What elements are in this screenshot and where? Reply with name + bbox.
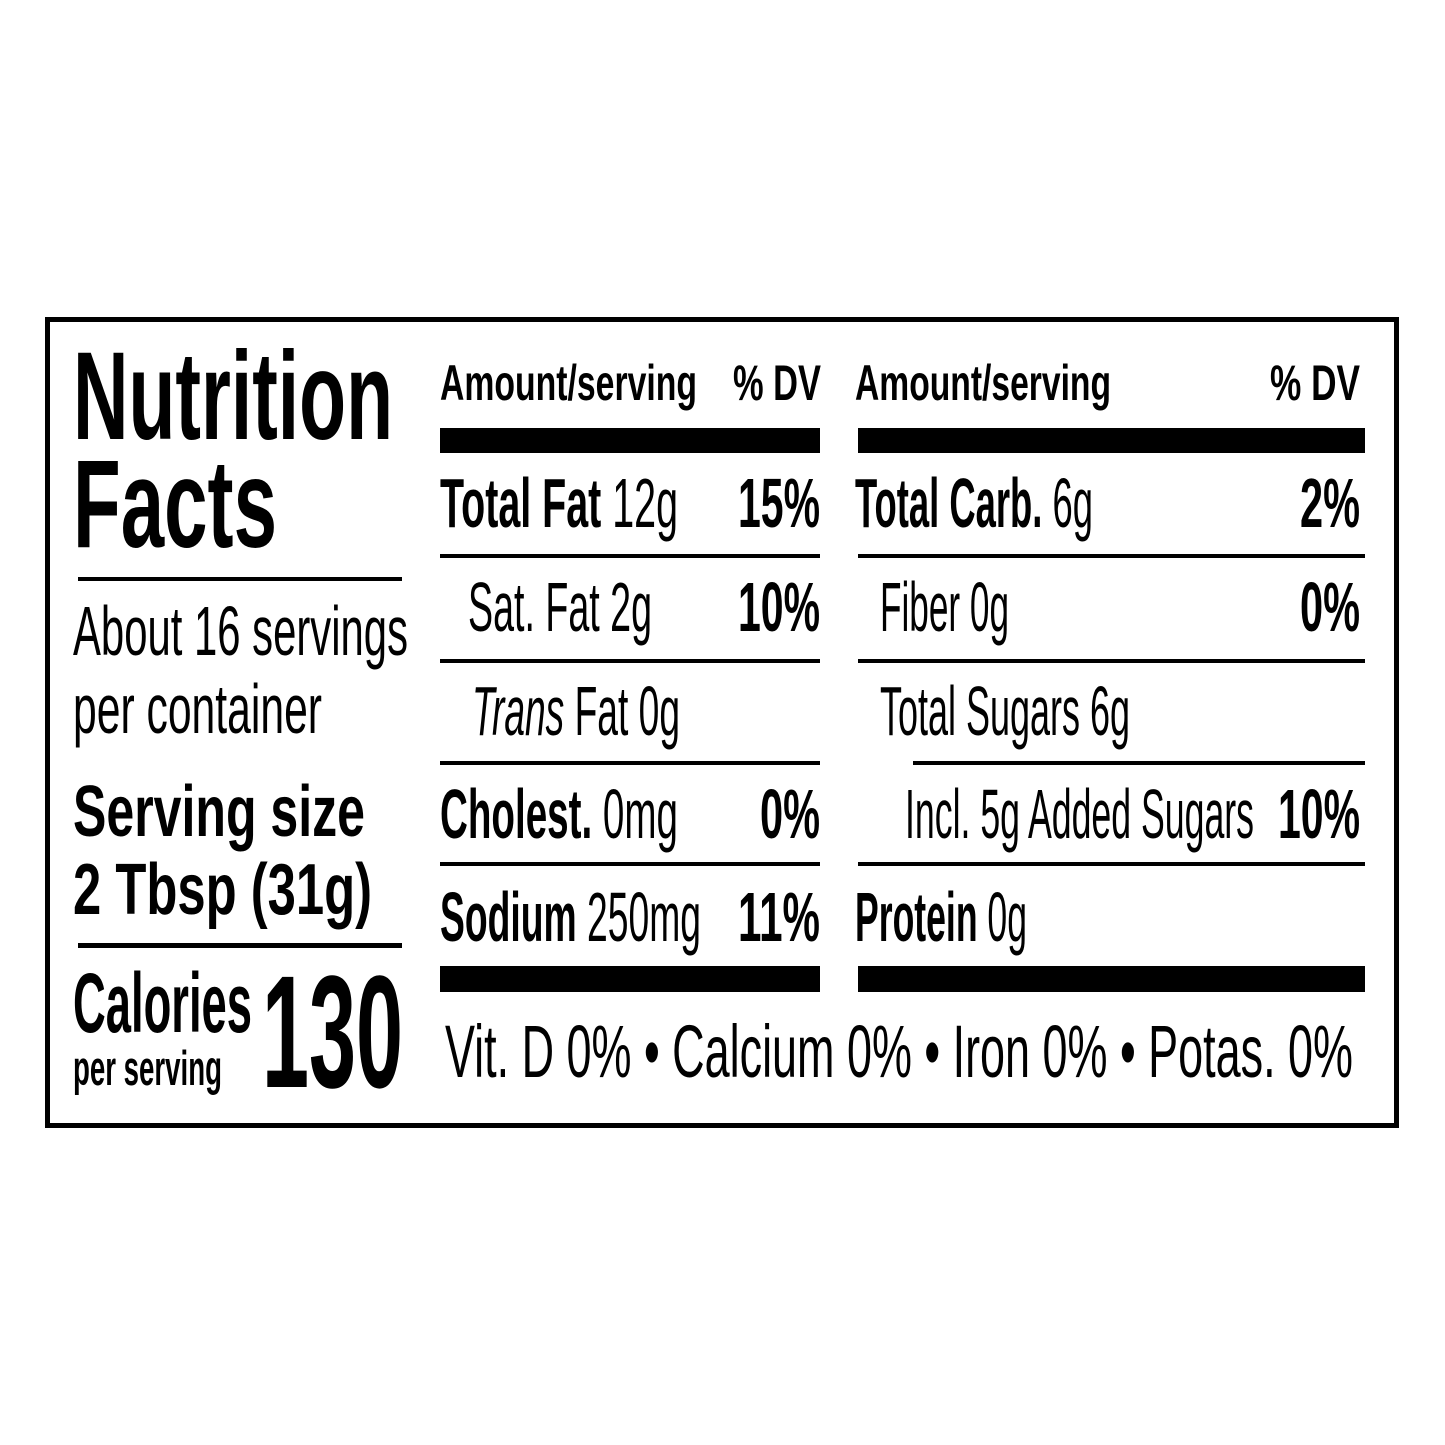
dv-total-fat: 15% xyxy=(738,464,820,542)
serving-size-label: Serving size xyxy=(73,772,365,852)
calories-value: 130 xyxy=(262,942,403,1121)
row-protein: Protein 0g xyxy=(855,878,1027,956)
title-nutrition: Nutrition xyxy=(73,327,393,466)
divider xyxy=(440,862,820,866)
dv-cholesterol: 0% xyxy=(760,775,820,853)
row-trans-fat: Trans Fat 0g xyxy=(472,672,680,750)
divider xyxy=(440,761,820,765)
vitamins-minerals-line: Vit. D 0% • Calcium 0% • Iron 0% • Potas… xyxy=(445,1010,1353,1093)
header-dv: % DV xyxy=(1270,355,1360,411)
dv-sodium: 11% xyxy=(738,878,820,956)
serving-size-value: 2 Tbsp (31g) xyxy=(73,850,372,930)
dv-added-sugars: 10% xyxy=(1278,775,1360,853)
title-facts: Facts xyxy=(73,435,277,574)
header-amount-serving: Amount/serving xyxy=(855,355,1111,411)
divider xyxy=(78,577,402,581)
header-dv: % DV xyxy=(733,355,821,411)
row-fiber: Fiber 0g xyxy=(880,568,1009,646)
servings-per-container-line2: per container xyxy=(73,670,322,748)
servings-per-container-line1: About 16 servings xyxy=(73,592,408,670)
divider xyxy=(78,943,402,948)
row-sodium: Sodium 250mg xyxy=(440,878,701,956)
row-sat-fat: Sat. Fat 2g xyxy=(468,568,652,646)
nutrition-facts-panel xyxy=(45,317,1399,1128)
dv-fiber: 0% xyxy=(1300,568,1360,646)
dv-total-carb: 2% xyxy=(1300,464,1360,542)
header-amount-serving: Amount/serving xyxy=(440,355,697,411)
calories-label: Calories xyxy=(73,956,253,1050)
row-added-sugars: Incl. 5g Added Sugars xyxy=(905,775,1254,853)
divider xyxy=(858,554,1365,558)
divider xyxy=(440,554,820,558)
dv-sat-fat: 10% xyxy=(738,568,820,646)
divider xyxy=(913,761,1365,765)
thick-divider xyxy=(440,428,820,453)
thick-divider xyxy=(858,966,1365,992)
row-total-fat: Total Fat 12g xyxy=(440,464,678,542)
divider xyxy=(858,862,1365,866)
thick-divider xyxy=(858,428,1365,453)
calories-per-serving-label: per serving xyxy=(73,1042,222,1096)
divider xyxy=(858,659,1365,663)
row-total-sugars: Total Sugars 6g xyxy=(880,672,1130,750)
divider xyxy=(440,659,820,663)
row-total-carb: Total Carb. 6g xyxy=(855,464,1093,542)
thick-divider xyxy=(440,966,820,992)
row-cholesterol: Cholest. 0mg xyxy=(440,775,678,853)
